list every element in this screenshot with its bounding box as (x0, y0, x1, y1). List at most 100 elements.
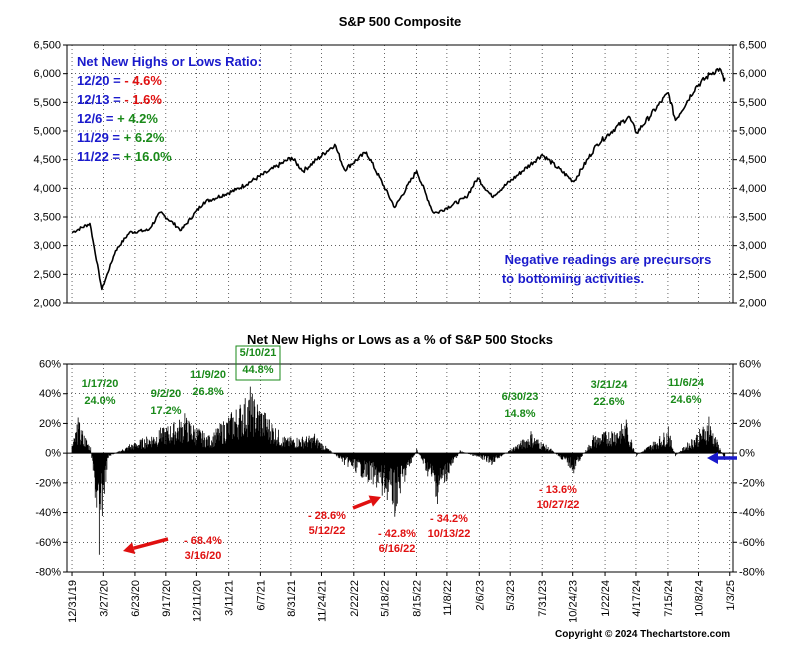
red-arrow-2022-low (352, 495, 381, 510)
price-tick-label-left: 6,000 (33, 68, 61, 80)
red-arrow-2020-low (123, 537, 169, 554)
trough-label-value: - 42.8% (378, 528, 416, 540)
x-axis-tick-label: 2/22/22 (349, 580, 361, 617)
trough-label-date: 6/16/22 (379, 543, 416, 555)
x-axis-tick-label: 7/15/24 (663, 580, 675, 617)
copyright-text: Copyright © 2024 Thechartstore.com (555, 629, 731, 640)
breadth-tick-label-left: 20% (39, 418, 61, 430)
x-axis-tick-label: 10/24/23 (568, 580, 580, 623)
price-tick-label-right: 2,000 (739, 298, 767, 310)
price-tick-label-right: 3,000 (739, 240, 767, 252)
price-tick-label-left: 2,000 (33, 298, 61, 310)
breadth-tick-label-left: -40% (35, 507, 61, 519)
arrow-head (123, 542, 136, 554)
trough-label-date: 5/12/22 (309, 525, 346, 537)
price-chart-title: S&P 500 Composite (339, 14, 462, 29)
peak-label-value: 24.6% (670, 394, 701, 406)
price-panel-frame (66, 44, 734, 304)
price-tick-label-left: 6,500 (33, 40, 61, 52)
x-axis-tick-label: 9/17/20 (161, 580, 173, 617)
price-tick-label-right: 5,500 (739, 97, 767, 109)
x-axis-tick-label: 7/31/23 (537, 580, 549, 617)
peak-label-date: 11/6/24 (668, 377, 705, 389)
x-axis-tick-label: 1/22/24 (600, 580, 612, 617)
x-axis-tick-label: 11/8/22 (442, 580, 454, 616)
x-axis-tick-label: 3/11/21 (224, 580, 236, 616)
trough-label-date: 10/27/22 (537, 499, 580, 511)
breadth-chart-title: Net New Highs or Lows as a % of S&P 500 … (247, 332, 553, 347)
breadth-tick-label-left: 40% (39, 388, 61, 400)
price-tick-label-left: 5,000 (33, 126, 61, 138)
x-axis-tick-label: 12/11/20 (191, 580, 203, 622)
x-axis-tick-label: 11/24/21 (316, 580, 328, 622)
x-axis-tick-label: 6/23/20 (130, 580, 142, 617)
breadth-tick-label-left: -20% (35, 477, 61, 489)
price-tick-label-right: 3,500 (739, 212, 767, 224)
peak-highlight-box (235, 345, 281, 381)
arrow-shaft (352, 499, 372, 510)
price-tick-label-right: 5,000 (739, 126, 767, 138)
breadth-tick-label-left: -80% (35, 567, 61, 579)
price-tick-label-left: 3,500 (33, 212, 61, 224)
peak-label-value: 14.8% (504, 408, 535, 420)
breadth-tick-label-left: 0% (45, 448, 61, 460)
trough-label-value: - 34.2% (430, 513, 468, 525)
breadth-tick-label-right: 0% (739, 448, 755, 460)
peak-label-value: 26.8% (192, 386, 223, 398)
price-tick-label-right: 6,000 (739, 68, 767, 80)
peak-label-date: 9/2/20 (151, 388, 182, 400)
x-axis-tick-label: 10/8/24 (693, 580, 705, 617)
peak-label-value: 44.8% (242, 364, 273, 376)
arrow-shaft (133, 537, 169, 550)
ratio-reading: 11/22 = + 16.0% (77, 149, 172, 164)
sp500-price-line (71, 67, 726, 291)
breadth-tick-label-right: 40% (739, 388, 761, 400)
peak-label-value: 24.0% (84, 395, 115, 407)
breadth-tick-label-right: 20% (739, 418, 761, 430)
breadth-tick-label-left: -60% (35, 537, 61, 549)
price-tick-label-left: 3,000 (33, 240, 61, 252)
price-tick-label-left: 5,500 (33, 97, 61, 109)
x-axis-tick-label: 5/18/22 (379, 580, 391, 617)
peak-label-date: 11/9/20 (190, 369, 226, 381)
ratio-header: Net New Highs or Lows Ratio: (77, 54, 262, 69)
peak-label-date: 1/17/20 (82, 378, 119, 390)
breadth-tick-label-right: -20% (739, 477, 765, 489)
ratio-reading: 11/29 = + 6.2% (77, 130, 165, 145)
price-tick-label-right: 6,500 (739, 40, 767, 52)
note-line-2: to bottoming activities. (502, 271, 644, 286)
x-axis-tick-label: 5/3/23 (505, 580, 517, 611)
note-line-1: Negative readings are precursors (505, 252, 712, 267)
price-tick-label-right: 2,500 (739, 269, 767, 281)
breadth-tick-label-left: 60% (39, 359, 61, 371)
x-axis-tick-label: 12/31/19 (67, 580, 79, 623)
arrow-head (368, 495, 381, 507)
trough-label-date: 10/13/22 (428, 528, 471, 540)
blue-arrow-current (707, 452, 737, 464)
x-axis-tick-label: 4/17/24 (631, 580, 643, 617)
trough-label-date: 3/16/20 (185, 550, 222, 562)
peak-label-date: 3/21/24 (591, 379, 629, 391)
x-axis-tick-label: 2/6/23 (474, 580, 486, 611)
x-axis-tick-label: 1/3/25 (725, 580, 737, 611)
price-tick-label-left: 2,500 (33, 269, 61, 281)
x-axis-tick-label: 8/31/21 (286, 580, 298, 617)
breadth-tick-label-right: -60% (739, 537, 765, 549)
peak-label-value: 17.2% (150, 405, 181, 417)
price-tick-label-right: 4,000 (739, 183, 767, 195)
breadth-tick-label-right: -80% (739, 567, 765, 579)
ratio-reading: 12/6 = + 4.2% (77, 111, 158, 126)
price-tick-label-right: 4,500 (739, 154, 767, 166)
x-axis-tick-label: 3/27/20 (98, 580, 110, 617)
breadth-tick-label-right: -40% (739, 507, 765, 519)
breadth-tick-label-right: 60% (739, 359, 761, 371)
ratio-reading: 12/13 = - 1.6% (77, 92, 162, 107)
x-axis-tick-label: 6/7/21 (255, 580, 267, 611)
trough-label-value: - 13.6% (539, 484, 577, 496)
price-tick-label-left: 4,500 (33, 154, 61, 166)
trough-label-value: - 28.6% (308, 510, 346, 522)
trough-label-value: - 68.4% (184, 535, 222, 547)
peak-label-date: 6/30/23 (502, 391, 539, 403)
peak-label-value: 22.6% (593, 396, 624, 408)
